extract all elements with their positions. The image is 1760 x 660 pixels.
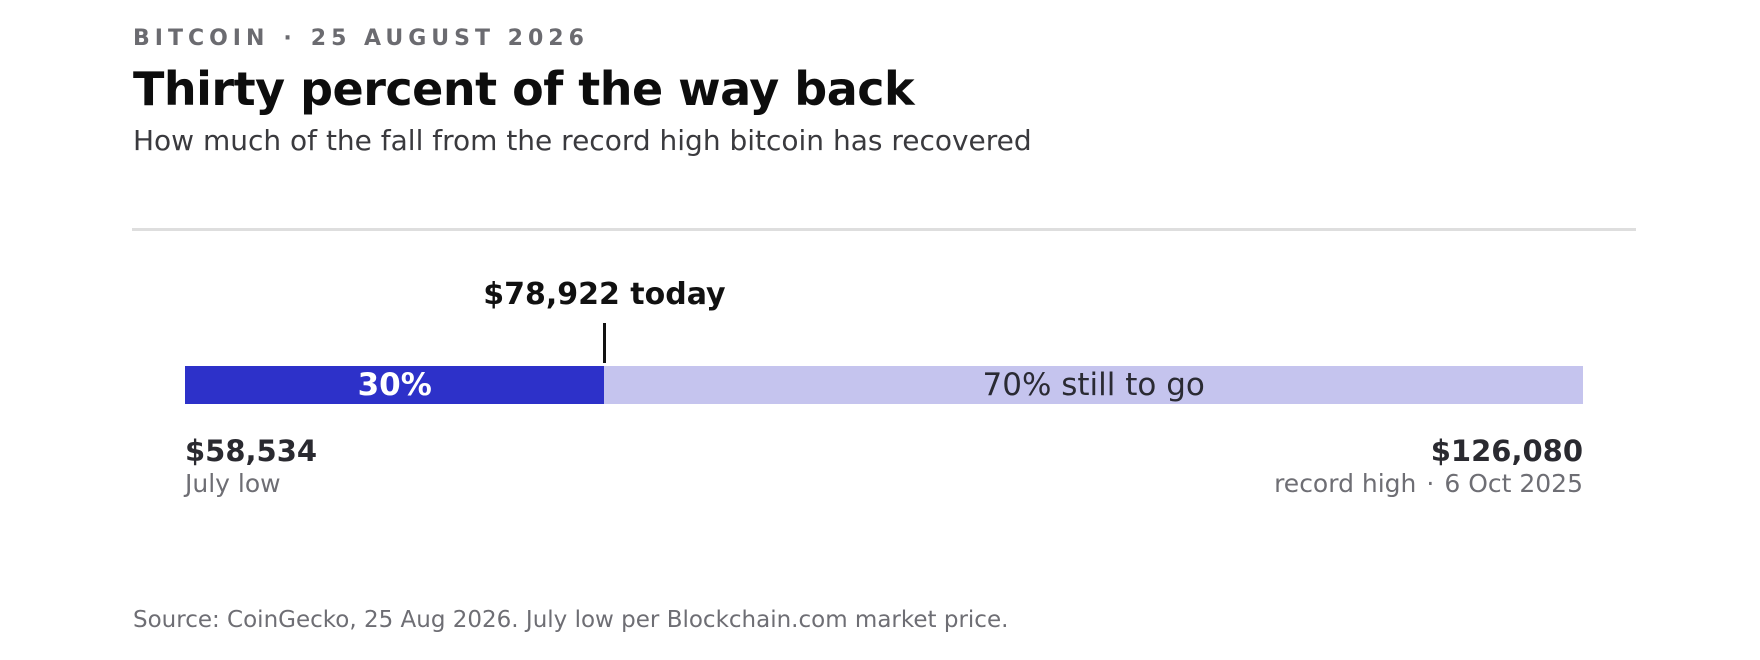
july-low-note: July low — [185, 469, 281, 498]
header-divider — [132, 228, 1636, 231]
kicker-separator: · — [283, 26, 297, 51]
range-end: $126,080 record high · 6 Oct 2025 — [1274, 433, 1583, 499]
recovery-bar: 30% 70% still to go — [185, 366, 1583, 404]
current-price-label: $78,922 today — [483, 277, 726, 312]
chart-title: Thirty percent of the way back — [133, 62, 915, 116]
recovered-segment — [185, 366, 605, 404]
current-price-tick — [602, 323, 606, 363]
record-high-label: record high — [1274, 469, 1417, 498]
kicker-date: 25 AUGUST 2026 — [310, 26, 589, 51]
chart-subtitle: How much of the fall from the record hig… — [133, 124, 1032, 157]
kicker: BITCOIN · 25 AUGUST 2026 — [133, 26, 589, 51]
range-start: $58,534 July low — [185, 433, 317, 499]
record-high-separator: · — [1426, 469, 1435, 498]
july-low-value: $58,534 — [185, 434, 318, 468]
record-high-note: record high · 6 Oct 2025 — [1274, 469, 1583, 499]
record-high-date: 6 Oct 2025 — [1444, 469, 1583, 498]
remaining-percent-label: 70% still to go — [982, 367, 1205, 403]
recovered-percent-label: 30% — [357, 367, 432, 403]
kicker-topic: BITCOIN — [133, 26, 270, 51]
source-note: Source: CoinGecko, 25 Aug 2026. July low… — [133, 607, 1009, 633]
record-high-value: $126,080 — [1430, 434, 1583, 468]
